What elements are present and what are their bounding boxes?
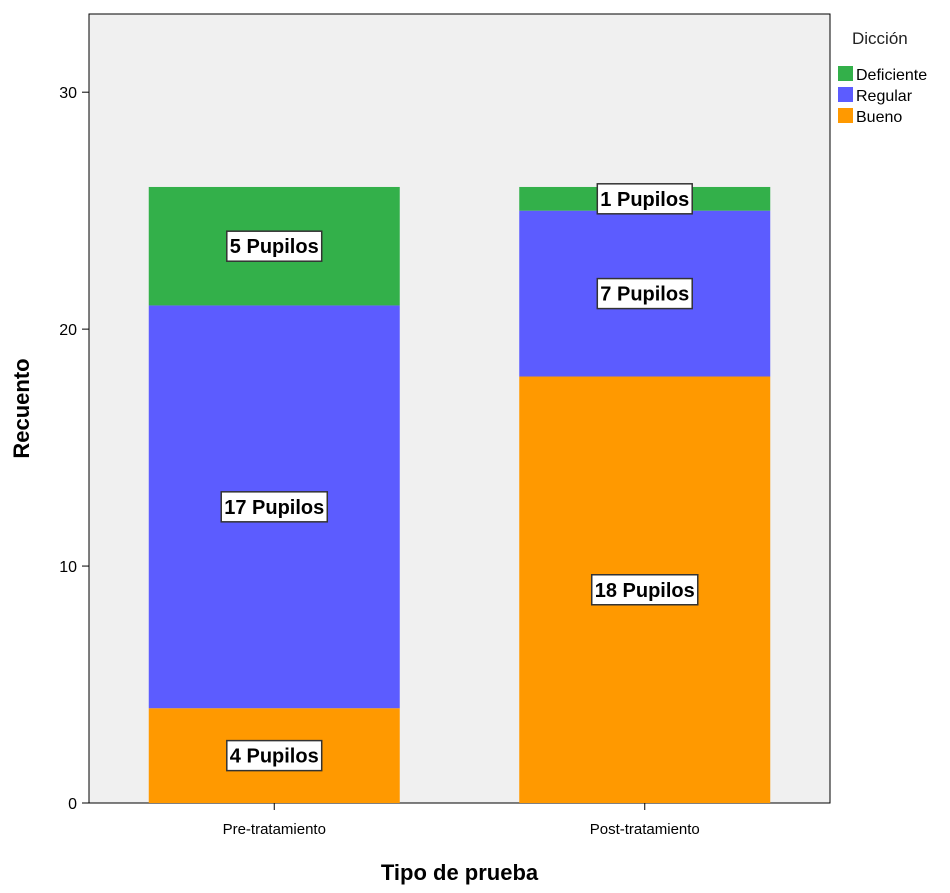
data-label-box	[226, 739, 323, 772]
legend-label: Regular	[856, 88, 913, 105]
data-label-box	[220, 491, 329, 523]
data-label-bueno-post: 18 Pupilos	[590, 574, 699, 606]
data-label-text: 1 Pupilos	[600, 189, 689, 211]
data-label-text: 17 Pupilos	[224, 497, 324, 519]
legend: Dicción Deficiente Regular Bueno	[838, 29, 927, 126]
data-label-bueno-pre: 4 Pupilos	[226, 739, 323, 772]
legend-swatch	[838, 87, 853, 102]
legend-item-regular: Regular	[838, 87, 913, 105]
data-label-text: 4 Pupilos	[230, 746, 319, 768]
legend-swatch	[838, 66, 853, 81]
x-tick-label: Pre-tratamiento	[223, 821, 326, 838]
data-label-text: 18 Pupilos	[595, 580, 695, 602]
data-label-regular-pre: 17 Pupilos	[220, 491, 329, 523]
y-axis-title: Recuento	[9, 358, 34, 458]
data-label-deficiente-pre: 5 Pupilos	[226, 230, 323, 262]
data-label-text: 5 Pupilos	[230, 236, 319, 258]
x-axis-title: Tipo de prueba	[381, 860, 539, 885]
x-tick-label: Post-tratamiento	[590, 821, 700, 838]
data-label-regular-post: 7 Pupilos	[596, 277, 693, 310]
data-label-box	[596, 183, 693, 215]
data-label-deficiente-post: 1 Pupilos	[596, 183, 693, 215]
legend-title: Dicción	[852, 29, 908, 48]
y-tick-label: 30	[59, 85, 77, 102]
y-axis: 0 10 20 30	[59, 85, 89, 813]
data-label-box	[226, 230, 323, 262]
data-label-box	[596, 277, 693, 310]
legend-label: Bueno	[856, 109, 902, 126]
y-tick-label: 0	[68, 796, 77, 813]
legend-label: Deficiente	[856, 67, 927, 84]
data-label-text: 7 Pupilos	[600, 284, 689, 306]
legend-item-bueno: Bueno	[838, 108, 902, 126]
x-axis: Pre-tratamiento Post-tratamiento	[223, 803, 700, 838]
legend-swatch	[838, 108, 853, 123]
data-label-box	[590, 574, 699, 606]
legend-item-deficiente: Deficiente	[838, 66, 927, 84]
y-tick-label: 10	[59, 559, 77, 576]
bars-layer	[148, 186, 771, 803]
data-labels-layer: 4 Pupilos 17 Pupilos 5 Pupilos 18 Pupilos 7 …	[220, 183, 699, 772]
y-tick-label: 20	[59, 322, 77, 339]
